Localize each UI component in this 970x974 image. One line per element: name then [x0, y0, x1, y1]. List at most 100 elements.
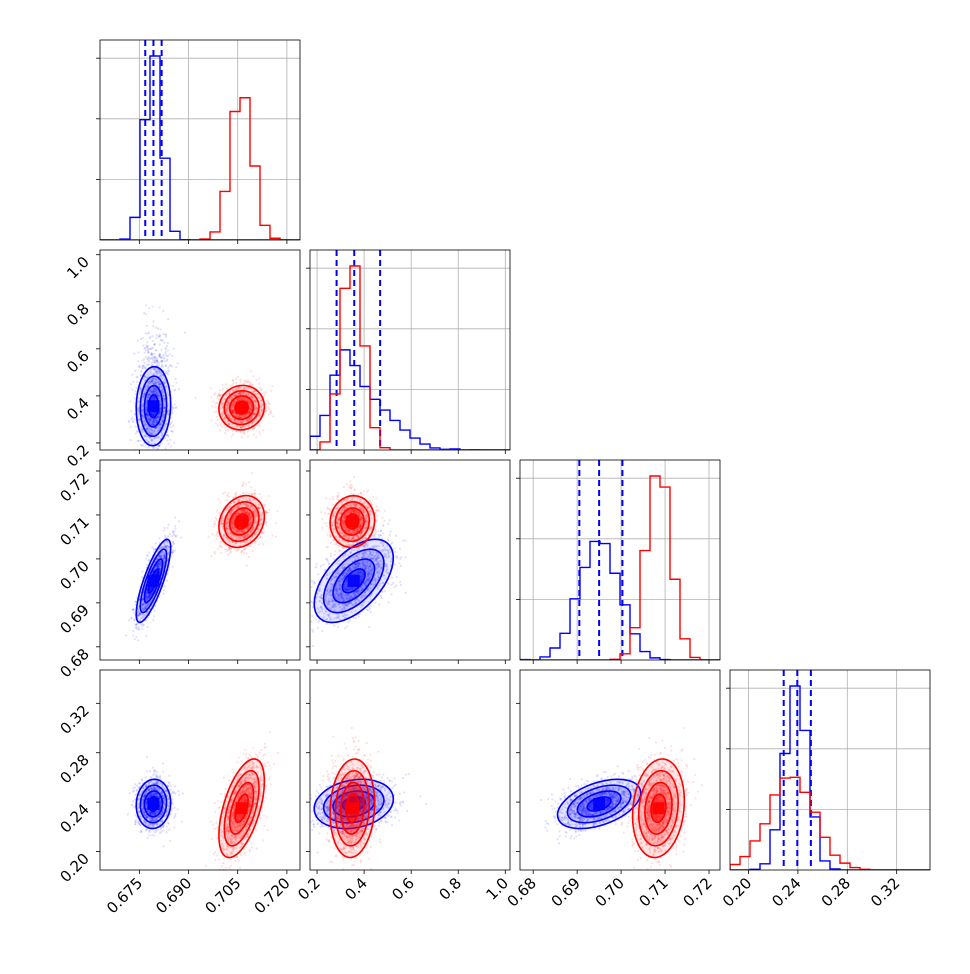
sample-point-blue — [152, 447, 154, 449]
sample-point-blue — [128, 420, 130, 422]
sample-point-blue — [135, 432, 137, 434]
sample-point-blue — [165, 372, 167, 374]
sample-point-red — [259, 493, 261, 495]
sample-point-blue — [165, 348, 167, 350]
sample-point-red — [215, 534, 217, 536]
sample-point-blue — [175, 366, 177, 368]
sample-point-red — [269, 411, 271, 413]
sample-point-blue — [139, 440, 141, 442]
sample-point-red — [255, 379, 257, 381]
sample-point-blue — [152, 320, 154, 322]
sample-point-blue — [163, 589, 165, 591]
sample-point-red — [266, 399, 268, 401]
sample-point-blue — [146, 626, 148, 628]
sample-point-blue — [168, 353, 170, 355]
sample-point-red — [276, 510, 278, 512]
sample-point-blue — [139, 473, 141, 475]
sample-point-blue — [174, 516, 176, 518]
sample-point-red — [272, 415, 274, 417]
sample-point-red — [214, 392, 216, 394]
sample-point-red — [253, 433, 255, 435]
sample-point-red — [224, 432, 226, 434]
sample-point-blue — [137, 639, 139, 641]
sample-point-blue — [132, 634, 134, 636]
sample-point-red — [225, 383, 227, 385]
sample-point-red — [235, 491, 237, 493]
sample-point-blue — [146, 358, 148, 360]
sample-point-red — [231, 435, 233, 437]
sample-point-blue — [167, 349, 169, 351]
sample-point-blue — [145, 557, 147, 559]
sample-point-blue — [160, 361, 162, 363]
sample-point-red — [227, 429, 229, 431]
sample-point-blue — [175, 536, 177, 538]
sample-point-blue — [144, 367, 146, 369]
sample-point-red — [247, 431, 249, 433]
sample-point-blue — [128, 619, 130, 621]
sample-point-red — [215, 518, 217, 520]
sample-point-blue — [146, 555, 148, 557]
sample-point-blue — [145, 304, 147, 306]
sample-point-blue — [167, 355, 169, 357]
sample-point-red — [263, 394, 265, 396]
sample-point-blue — [168, 443, 170, 445]
sample-point-red — [224, 427, 226, 429]
sample-point-blue — [159, 306, 161, 308]
sample-point-blue — [161, 364, 163, 366]
sample-point-red — [219, 389, 221, 391]
sample-point-red — [258, 544, 260, 546]
sample-point-blue — [148, 360, 150, 362]
sample-point-blue — [142, 364, 144, 366]
sample-point-red — [222, 388, 224, 390]
panel-1-1 — [310, 250, 510, 450]
sample-point-red — [221, 426, 223, 428]
sample-point-blue — [171, 535, 173, 537]
sample-point-blue — [167, 369, 169, 371]
sample-point-blue — [175, 382, 177, 384]
panel-1-0 — [128, 304, 275, 491]
sample-point-red — [214, 411, 216, 413]
sample-point-blue — [151, 305, 153, 307]
sample-point-blue — [173, 542, 175, 544]
sample-point-red — [255, 436, 257, 438]
sample-point-blue — [148, 307, 150, 309]
sample-point-blue — [138, 364, 140, 366]
sample-point-blue — [170, 426, 172, 428]
sample-point-blue — [138, 351, 140, 353]
sample-point-red — [254, 489, 256, 491]
sample-point-blue — [133, 352, 135, 354]
sample-point-red — [232, 379, 234, 381]
sample-point-blue — [134, 370, 136, 372]
sample-point-blue — [135, 376, 137, 378]
sample-point-blue — [153, 615, 155, 617]
sample-point-blue — [171, 365, 173, 367]
sample-point-red — [242, 431, 244, 433]
sample-point-blue — [148, 551, 150, 553]
sample-point-blue — [145, 349, 147, 351]
sample-point-red — [251, 472, 253, 474]
sample-point-blue — [174, 389, 176, 391]
sample-point-blue — [151, 357, 153, 359]
sample-point-blue — [134, 390, 136, 392]
sample-point-blue — [142, 367, 144, 369]
sample-point-blue — [172, 424, 174, 426]
sample-point-blue — [137, 360, 139, 362]
sample-point-red — [212, 533, 214, 535]
sample-point-blue — [133, 418, 135, 420]
sample-point-blue — [155, 337, 157, 339]
sample-point-blue — [136, 431, 138, 433]
sample-point-blue — [158, 361, 160, 363]
sample-point-red — [265, 409, 267, 411]
sample-point-blue — [165, 336, 167, 338]
sample-point-red — [237, 376, 239, 378]
sample-point-blue — [165, 365, 167, 367]
sample-point-blue — [148, 446, 150, 448]
sample-point-blue — [138, 628, 140, 630]
sample-point-blue — [166, 345, 168, 347]
sample-point-red — [210, 387, 212, 389]
sample-point-red — [216, 411, 218, 413]
sample-point-red — [210, 419, 212, 421]
sample-point-blue — [132, 421, 134, 423]
sample-point-red — [250, 370, 252, 372]
